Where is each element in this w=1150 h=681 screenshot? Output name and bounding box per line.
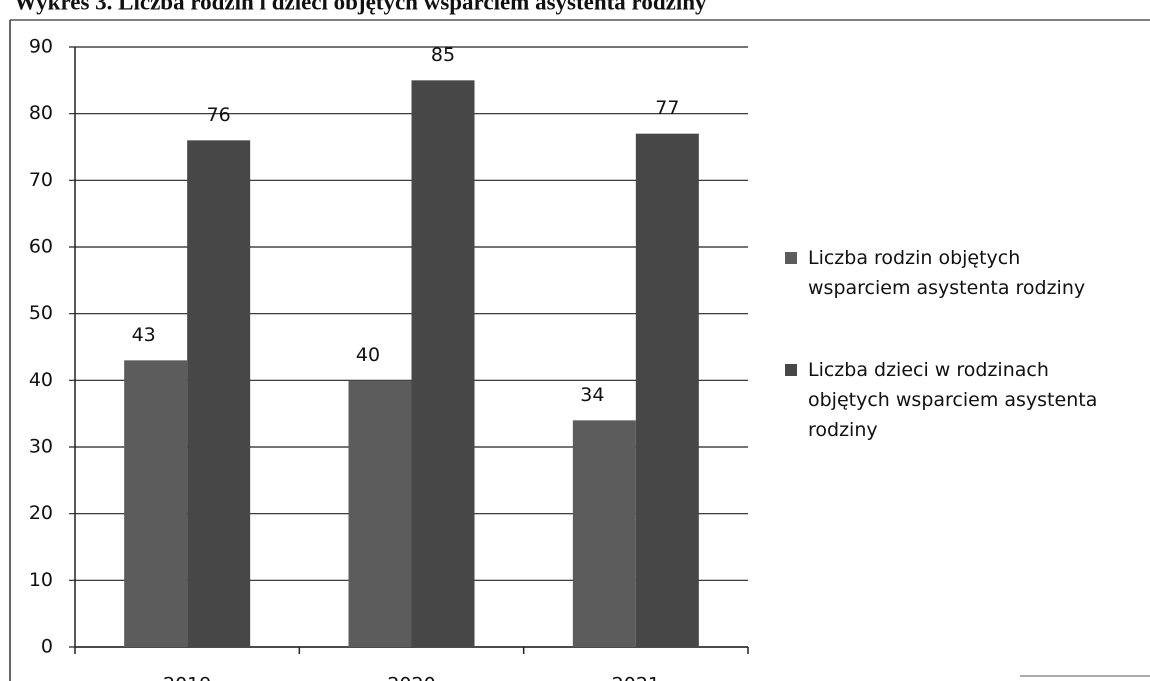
legend-line: Liczba dzieci w rodzinach bbox=[808, 359, 1049, 381]
bar bbox=[187, 140, 251, 648]
bar bbox=[635, 133, 699, 647]
legend-swatch bbox=[785, 252, 797, 264]
y-tick-label: 20 bbox=[29, 502, 53, 524]
x-tick-label: 2019 bbox=[163, 674, 211, 681]
legend-line: rodziny bbox=[808, 419, 878, 441]
y-tick-label: 70 bbox=[29, 169, 53, 191]
y-tick-label: 50 bbox=[29, 302, 53, 324]
data-label: 85 bbox=[431, 44, 455, 66]
chart-title: Wykres 3. Liczba rodzin i dzieci objętyc… bbox=[14, 0, 707, 14]
y-tick-label: 80 bbox=[29, 102, 53, 124]
x-tick-label: 2021 bbox=[612, 674, 660, 681]
bar bbox=[572, 420, 636, 647]
y-tick-label: 40 bbox=[29, 369, 53, 391]
bar bbox=[124, 360, 188, 647]
x-tick-label: 2020 bbox=[387, 674, 435, 681]
legend-label: Liczba dzieci w rodzinach objętych wsparc… bbox=[808, 359, 1097, 441]
data-label: 34 bbox=[580, 384, 604, 406]
legend-line: Liczba rodzin objętych bbox=[808, 247, 1020, 269]
y-tick-label: 90 bbox=[29, 36, 53, 58]
data-label: 43 bbox=[132, 324, 156, 346]
y-tick-label: 10 bbox=[29, 569, 53, 591]
legend-swatch bbox=[785, 364, 797, 376]
y-tick-label: 0 bbox=[41, 636, 53, 658]
legend-line: objętych wsparciem asystenta bbox=[808, 389, 1097, 411]
data-label: 77 bbox=[655, 97, 679, 119]
legend-line: wsparciem asystenta rodziny bbox=[808, 277, 1085, 299]
bar bbox=[348, 380, 412, 647]
y-tick-label: 30 bbox=[29, 436, 53, 458]
y-tick-label: 60 bbox=[29, 236, 53, 258]
data-label: 40 bbox=[356, 344, 380, 366]
bar bbox=[411, 80, 475, 648]
legend-label: Liczba rodzin objętych wsparciem asystent… bbox=[808, 247, 1085, 299]
data-label: 76 bbox=[207, 104, 231, 126]
